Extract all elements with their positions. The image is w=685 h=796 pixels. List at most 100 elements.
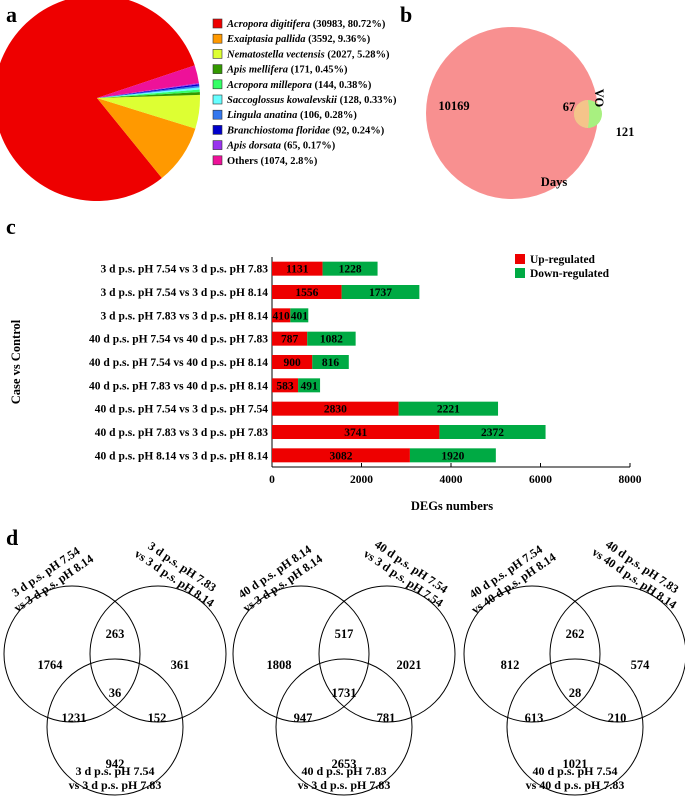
legend-entry: Down-regulated [530,268,610,280]
venn-count: 2021 [397,658,422,672]
legend-swatch [212,155,223,166]
venn-set-a-label: 3 d p.s. pH 7.54vs 3 d p.s. pH 8.14 [3,540,96,615]
days-set-label: Days [541,175,568,189]
venn-count: 781 [377,711,396,725]
panel-label-b: b [400,2,412,27]
bar-segment [272,401,399,416]
vo-set-label: VO [592,89,606,108]
pie-slice [97,91,200,98]
venn-count: 1764 [38,658,64,672]
venn-set-b-label: 40 d p.s. pH 7.83vs 40 d p.s. pH 8.14 [590,533,685,611]
bar-value-label: 1228 [339,264,362,276]
venn-count: 1808 [267,658,292,672]
legend-entry: Lingula anatina (106, 0.28%) [226,110,357,121]
bar-segment [298,378,321,393]
legend-swatch [212,18,223,29]
legend-swatch [212,33,223,44]
legend-entry: Up-regulated [530,254,596,266]
pie-slice [97,89,200,98]
days-vo-shared-count: 67 [563,100,576,114]
venn-set-circle [89,585,227,723]
venn-3: 812 574 1021 262 613 210 28 40 d p.s. pH 7.54vs… [463,533,685,796]
deg-bar-chart: 0 2000 4000 6000 8000 3 d p.s. pH 7.54 vs 3 … [9,254,642,513]
bar-segment [272,261,323,276]
panel-label-d: d [6,525,18,550]
venn-count: 574 [631,658,651,672]
legend-swatch [212,49,223,59]
bar-value-label: 583 [276,380,294,392]
legend-swatch [212,79,223,90]
bar-value-label: 816 [322,357,340,369]
three-set-venns: 1764 361 942 263 1231 152 36 3 d p.s. pH 7.54vs… [3,533,685,796]
bar-segment [272,331,308,346]
venn-count: 1231 [62,711,87,725]
bar-value-label: 410 [273,310,291,322]
bar-value-label: 900 [284,357,302,369]
venn-count: 812 [501,658,520,672]
legend-entry: Acropora millepora (144, 0.38%) [226,80,372,91]
legend-entry: Exaiptasia pallida (3592, 9.36%) [226,34,371,45]
bar-value-label: 1556 [295,287,318,299]
pie-slice [97,65,199,98]
panel-label-a: a [6,2,17,27]
category-label: 40 d p.s. pH 7.83 vs 3 d p.s. pH 7.83 [95,427,268,439]
venn-count: 1021 [563,757,588,771]
venn-set-b-label: 3 d p.s. pH 7.83vs 3 d p.s. pH 8.14 [132,535,225,610]
category-label: 40 d p.s. pH 7.54 vs 40 d p.s. pH 7.83 [89,334,268,346]
category-label: 3 d p.s. pH 7.54 vs 3 d p.s. pH 7.83 [101,264,269,276]
pie-slice [97,87,200,98]
bar-value-label: 2830 [324,404,347,416]
bar-value-label: 3741 [344,427,367,439]
bar-segment [272,378,299,393]
venn-count: 36 [109,686,122,700]
venn-count: 942 [106,757,125,771]
venn-2: 1808 2021 2653 517 947 781 1731 40 d p.s. pH 8.… [232,535,456,796]
venn-count: 28 [569,686,582,700]
bar-value-label: 3082 [329,450,352,462]
venn-set-circle [275,658,413,796]
legend-entry: Branchiostoma floridae (92, 0.24%) [226,125,385,136]
bar-chart-xlabel: DEGs numbers [411,499,493,513]
venn-count: 2653 [332,757,357,771]
pie-slice [97,98,196,178]
bar-segment [398,401,499,416]
x-tick-label: 0 [269,474,275,486]
legend-entry: Others (1074, 2.8%) [227,156,318,167]
venn-set-a-label: 40 d p.s. pH 8.14vs 3 d p.s. pH 8.14 [232,540,325,615]
bar-chart-legend: Up-regulated Down-regulated [515,254,610,280]
category-label: 40 d p.s. pH 8.14 vs 3 d p.s. pH 8.14 [95,450,268,462]
venn-set-c-label: 3 d p.s. pH 7.54 vs 3 d p.s. pH 7.83 [69,764,162,792]
pie-slice [97,94,200,129]
bar-chart-ylabel: Case vs Control [9,319,23,404]
venn-count: 1731 [332,686,357,700]
bar-segment [272,425,440,439]
legend-swatch [212,109,223,120]
venn-set-b-label: 40 d p.s. pH 7.54vs 3 d p.s. pH 7.54 [361,535,454,610]
legend-swatch [515,268,525,278]
species-pie-chart [0,0,200,201]
bar-value-label: 401 [291,310,309,322]
venn-count: 613 [525,711,544,725]
venn-count: 263 [106,627,125,641]
bar-segment [272,448,410,463]
legend-swatch [212,94,223,105]
category-label: 40 d p.s. pH 7.54 vs 40 d p.s. pH 8.14 [89,357,268,369]
venn-1: 1764 361 942 263 1231 152 36 3 d p.s. pH 7.54vs… [3,535,227,796]
venn-set-circle [549,585,685,723]
days-circle [426,27,598,199]
bar-segment [312,355,349,369]
pie-slice [97,83,200,98]
bar-segment [341,285,420,299]
venn-set-c-label: 40 d p.s. pH 7.54 vs 40 d p.s. pH 7.83 [526,764,625,792]
venn-set-circle [506,658,644,796]
venn-set-circle [232,585,370,723]
bar-segment [439,425,546,439]
venn-set-circle [318,585,456,723]
venn-count: 210 [608,711,627,725]
venn-set-circle [463,585,601,723]
venn-set-circle [3,585,141,723]
bar-segment [322,261,378,276]
bar-segment [272,355,313,369]
bar-value-label: 787 [281,334,299,346]
